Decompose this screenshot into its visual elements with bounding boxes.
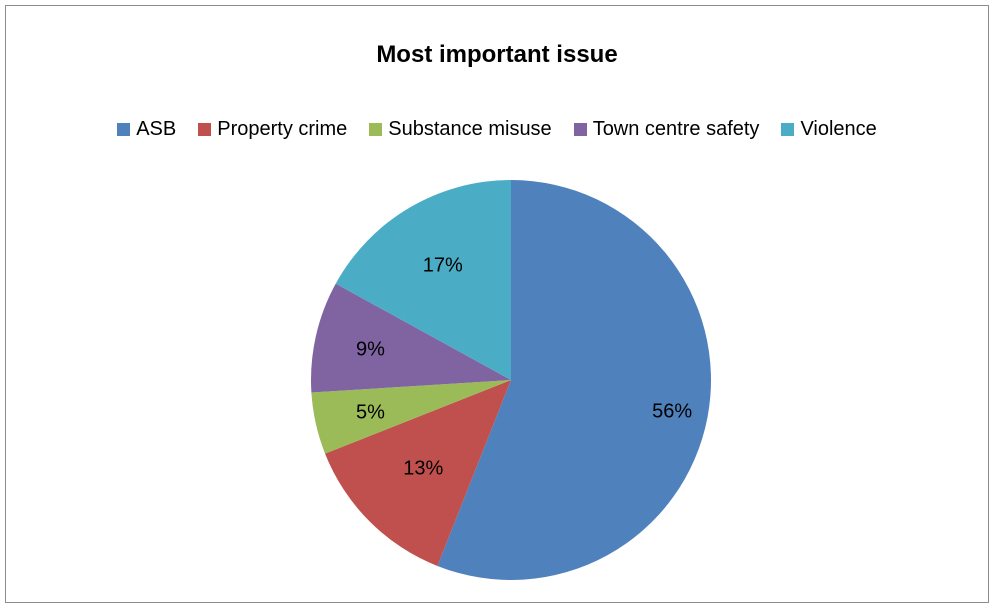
legend-label-town-centre-safety: Town centre safety	[592, 118, 760, 140]
legend-item-substance-misuse: Substance misuse	[369, 118, 552, 141]
legend-item-town-centre-safety: Town centre safety	[573, 118, 760, 141]
legend-label-violence: Violence	[800, 118, 877, 140]
pie-chart: 56% 13% 5% 9% 17%	[311, 180, 711, 581]
legend: ASB Property crime Substance misuse Town…	[6, 118, 988, 141]
data-label-substance-misuse: 5%	[356, 401, 385, 423]
chart-frame: Most important issue ASB Property crime …	[5, 5, 989, 603]
pie-slice-asb	[437, 180, 711, 581]
legend-label-property-crime: Property crime	[217, 118, 348, 140]
legend-item-asb: ASB	[117, 118, 176, 141]
legend-swatch-substance-misuse	[369, 123, 383, 136]
data-label-town-centre-safety: 9%	[356, 339, 385, 361]
legend-item-property-crime: Property crime	[198, 118, 347, 141]
legend-swatch-violence	[781, 123, 795, 136]
pie-slice-violence	[335, 180, 511, 380]
legend-item-violence: Violence	[781, 118, 877, 141]
data-label-violence: 17%	[423, 255, 463, 277]
pie-slice-town-centre-safety	[311, 283, 511, 393]
legend-label-asb: ASB	[136, 118, 177, 140]
legend-swatch-town-centre-safety	[573, 123, 587, 136]
data-label-asb: 56%	[652, 401, 692, 423]
legend-swatch-asb	[117, 123, 131, 136]
legend-label-substance-misuse: Substance misuse	[388, 118, 552, 140]
pie-slice-substance-misuse	[311, 380, 511, 454]
legend-swatch-property-crime	[198, 123, 212, 136]
chart-title: Most important issue	[376, 41, 618, 68]
pie-slice-property-crime	[325, 380, 511, 566]
data-label-property-crime: 13%	[403, 458, 443, 480]
